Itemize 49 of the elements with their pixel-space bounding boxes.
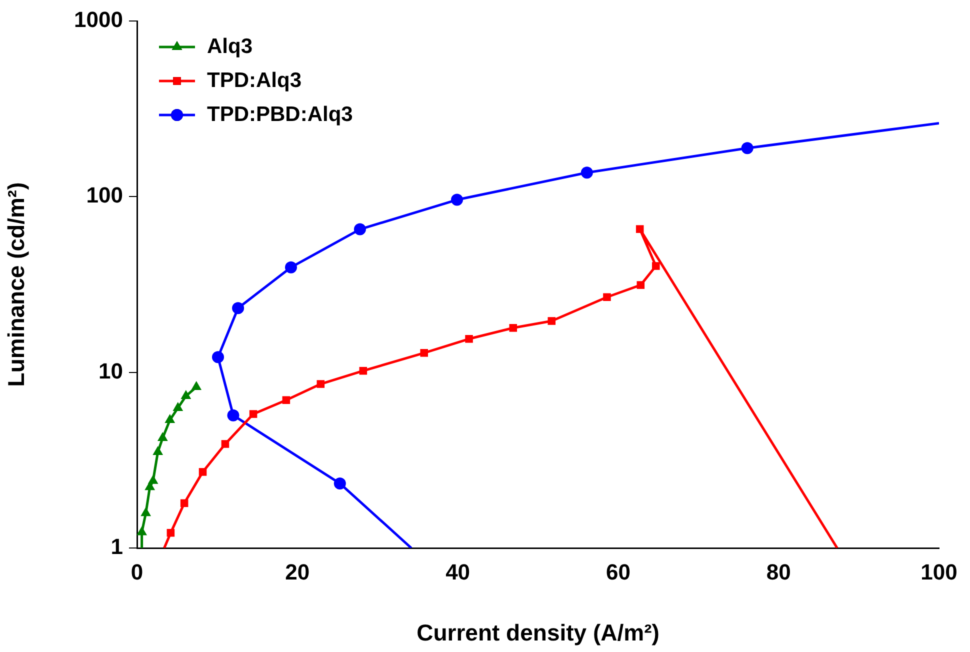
point (334, 477, 346, 490)
point (652, 262, 660, 270)
x-tick-label: 20 (285, 559, 310, 584)
point (249, 410, 258, 418)
y-tick-label: 10 (98, 358, 123, 384)
point (137, 526, 148, 536)
point (354, 223, 366, 236)
point (148, 474, 158, 484)
point (198, 468, 207, 476)
point (191, 381, 202, 390)
point (420, 349, 428, 357)
point (282, 396, 290, 404)
point (166, 528, 175, 537)
point (212, 351, 224, 364)
point (172, 402, 184, 411)
x-tick-label: 80 (766, 559, 791, 584)
legend-label: Alq3 (207, 34, 253, 58)
point (284, 261, 297, 274)
y-tick-label: 100 (86, 182, 123, 208)
point (636, 225, 644, 233)
x-axis-title: Current density (A/m²) (416, 620, 660, 646)
point (636, 281, 645, 289)
y-tick-label: 1 (110, 534, 123, 560)
point (232, 302, 244, 314)
x-tick-label: 40 (446, 559, 470, 584)
point (157, 432, 168, 441)
x-tick-label: 0 (130, 559, 144, 584)
point (221, 440, 230, 448)
point (603, 293, 611, 302)
point (741, 142, 754, 154)
point (152, 446, 164, 455)
y-axis-title: Luminance (cd/m²) (3, 182, 30, 387)
point (140, 507, 152, 516)
x-tick-label: 60 (606, 559, 630, 584)
x-tick-label: 100 (920, 559, 958, 584)
point (180, 390, 192, 400)
point (509, 324, 518, 332)
legend-label: TPD:PBD:Alq3 (207, 102, 353, 126)
point (359, 366, 368, 375)
point (465, 335, 473, 343)
point (227, 409, 240, 422)
point (180, 499, 188, 508)
point (580, 166, 593, 179)
point (548, 317, 556, 325)
legend-label: TPD:Alq3 (207, 68, 302, 92)
y-tick-label: 1000 (74, 7, 123, 32)
point (451, 194, 463, 206)
point (164, 414, 176, 424)
point (316, 380, 325, 388)
